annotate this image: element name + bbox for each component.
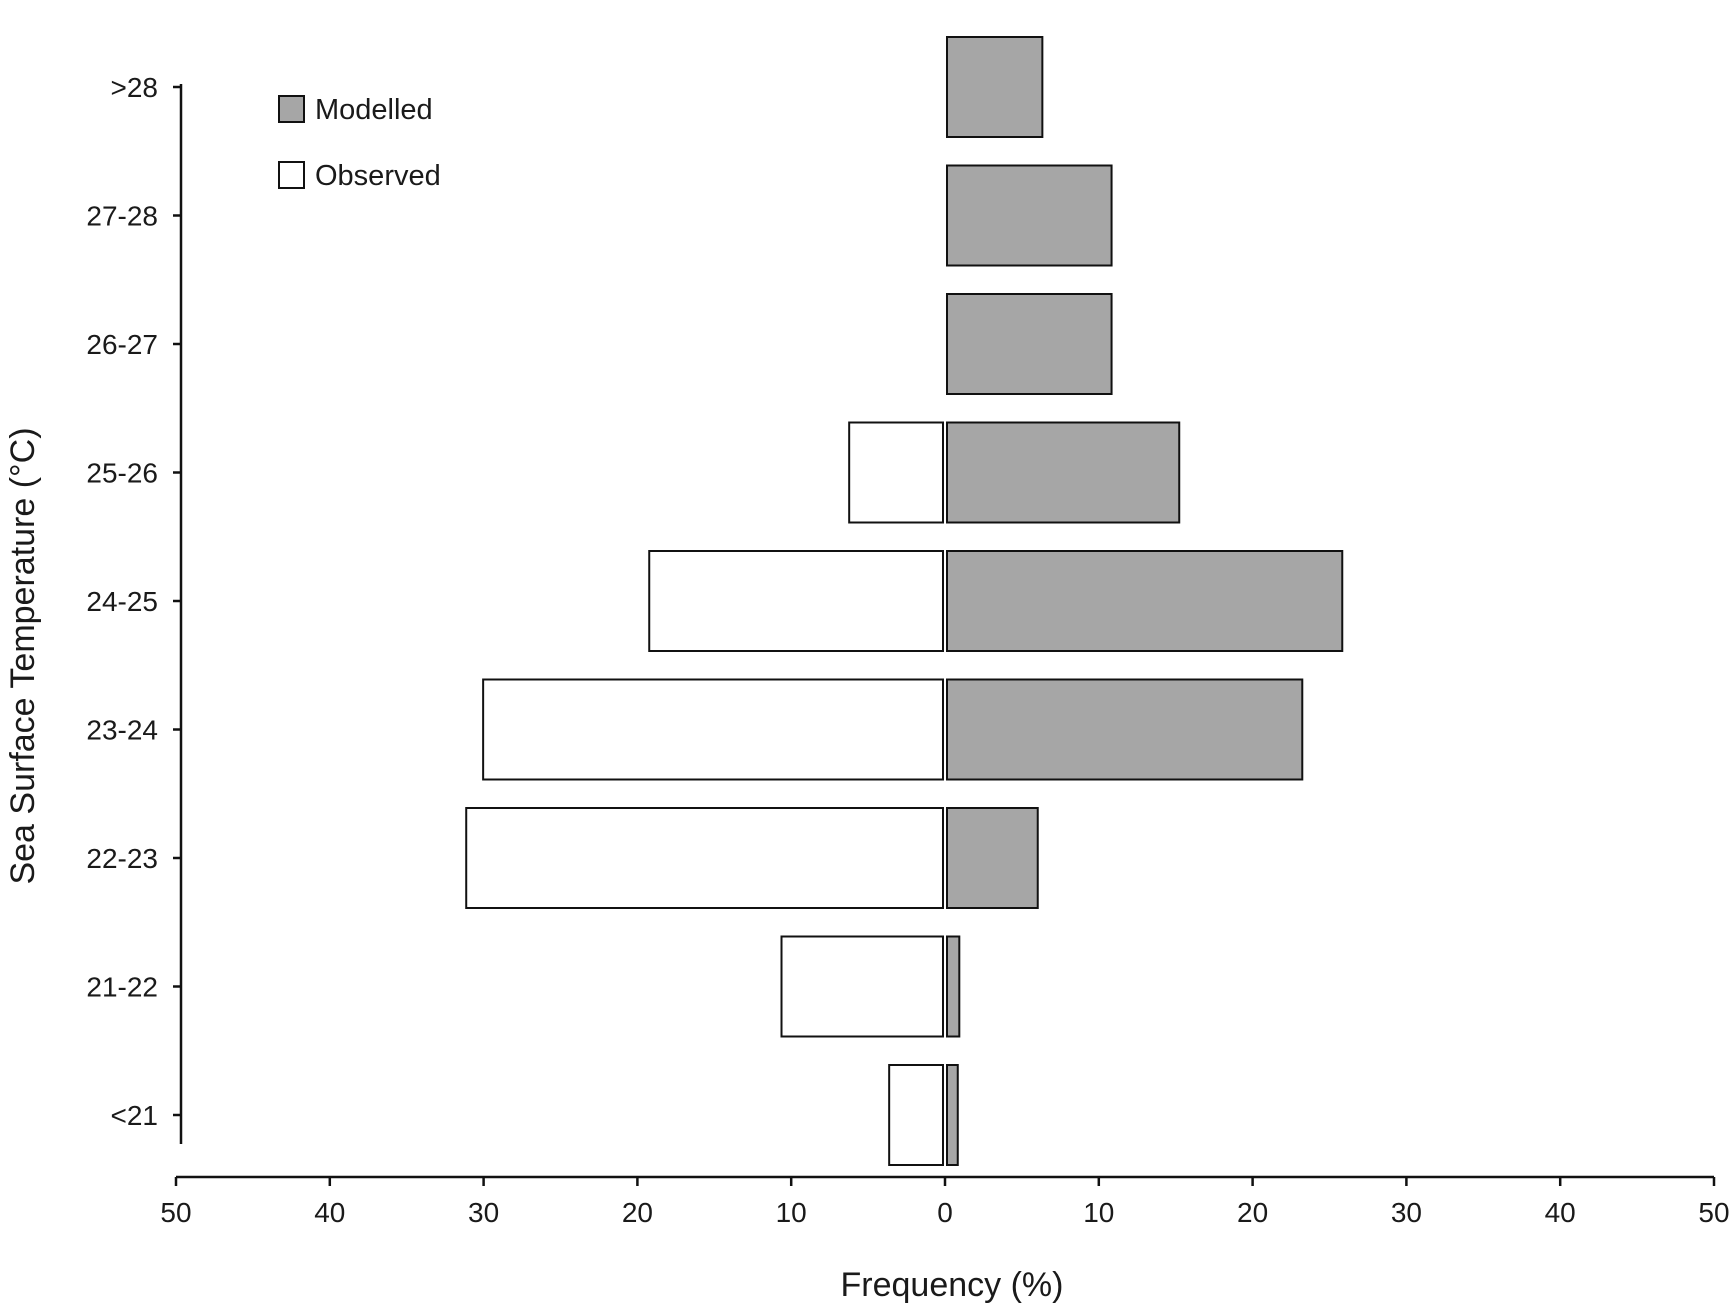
observed-bar-7 [780, 935, 945, 1038]
modelled-bar-3 [946, 421, 1181, 524]
observed-bar-5 [482, 678, 944, 781]
legend-label-observed: Observed [315, 160, 441, 192]
y-tick-label-3: 25-26 [86, 458, 158, 489]
bars-layer [465, 36, 1344, 1166]
modelled-bar-6 [946, 807, 1039, 909]
observed-bar-4 [648, 550, 944, 652]
legend: Modelled Observed [278, 94, 441, 192]
modelled-bar-0 [946, 36, 1044, 138]
legend-label-modelled: Modelled [315, 94, 433, 126]
x-tick-label-5: 0 [937, 1197, 953, 1228]
axes-layer: >28 27-28 26-27 25-26 24-25 23-24 22-23 21-22 <2… [86, 72, 1729, 1228]
y-tick-label-8: <21 [111, 1100, 159, 1131]
y-tick-label-2: 26-27 [86, 329, 158, 360]
x-tick-label-9: 40 [1545, 1197, 1576, 1228]
y-tick-label-0: >28 [111, 72, 159, 103]
observed-bar-3 [848, 421, 945, 524]
y-axis-title: Sea Surface Temperature (°C) [4, 427, 42, 884]
modelled-bar-7 [946, 935, 961, 1038]
modelled-bar-4 [946, 550, 1344, 652]
modelled-bar-8 [946, 1064, 959, 1166]
x-tick-label-6: 10 [1083, 1197, 1114, 1228]
y-tick-label-6: 22-23 [86, 843, 158, 874]
y-tick-label-4: 24-25 [86, 586, 158, 617]
y-tick-label-5: 23-24 [86, 715, 158, 746]
legend-swatch-observed [278, 161, 305, 189]
legend-swatch-modelled [278, 95, 305, 123]
x-axis-title: Frequency (%) [841, 1266, 1064, 1304]
x-tick-label-0: 50 [160, 1197, 191, 1228]
x-tick-label-10: 50 [1698, 1197, 1729, 1228]
x-tick-label-1: 40 [314, 1197, 345, 1228]
observed-bar-8 [888, 1064, 944, 1166]
x-tick-label-7: 20 [1237, 1197, 1268, 1228]
modelled-bar-5 [946, 678, 1304, 781]
observed-bar-6 [465, 807, 944, 909]
x-tick-label-2: 30 [468, 1197, 499, 1228]
y-tick-label-7: 21-22 [86, 972, 158, 1003]
x-tick-label-4: 10 [776, 1197, 807, 1228]
modelled-bar-2 [946, 293, 1113, 395]
modelled-bar-1 [946, 164, 1113, 267]
x-tick-label-3: 20 [622, 1197, 653, 1228]
x-tick-label-8: 30 [1391, 1197, 1422, 1228]
y-tick-label-1: 27-28 [86, 201, 158, 232]
